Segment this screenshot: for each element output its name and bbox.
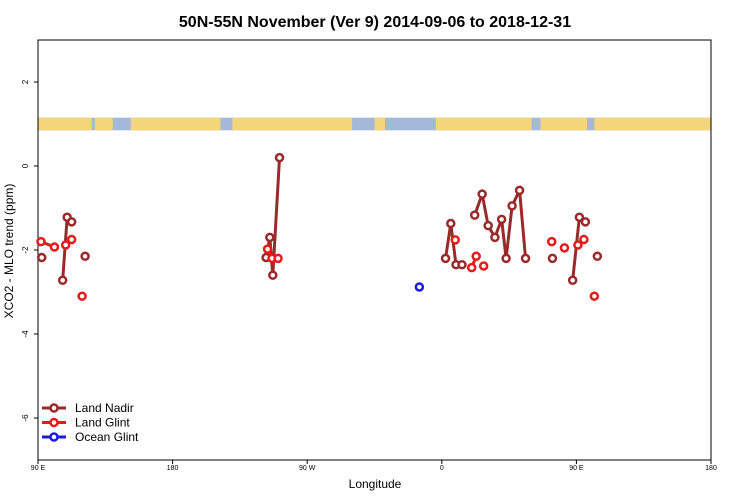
data-point <box>471 251 481 262</box>
data-point <box>450 235 461 245</box>
data-point <box>274 152 285 163</box>
data-point <box>57 275 68 285</box>
data-point <box>559 243 570 253</box>
data-point <box>80 251 90 262</box>
data-point <box>262 244 273 254</box>
x-axis-label: Longitude <box>349 477 402 491</box>
legend-marker <box>49 403 59 413</box>
series-line <box>473 184 528 259</box>
land-segment <box>94 117 113 131</box>
data-point <box>466 262 477 273</box>
plot-area <box>37 39 712 461</box>
data-point <box>546 236 557 247</box>
data-point <box>446 218 456 229</box>
series-land-nadir <box>36 152 603 285</box>
legend-marker <box>49 417 59 428</box>
land-segment <box>232 117 353 131</box>
series-land-glint <box>36 234 600 301</box>
data-point <box>514 185 525 196</box>
land-segment <box>435 117 532 131</box>
data-point <box>457 259 467 270</box>
land-segment <box>38 117 92 131</box>
series-layer <box>36 152 603 301</box>
data-point <box>579 234 589 245</box>
data-point <box>547 253 558 264</box>
data-point <box>36 236 46 247</box>
data-point <box>36 252 47 263</box>
y-axis: 2 0 -2 -4 -6 <box>21 79 38 422</box>
land-segment <box>540 117 587 131</box>
data-point <box>66 234 77 245</box>
data-point <box>49 242 60 252</box>
y-tick-label: 2 <box>21 79 30 84</box>
data-point <box>592 251 603 262</box>
data-point <box>483 220 493 231</box>
data-point <box>520 253 531 264</box>
x-tick-label: 180 <box>167 465 179 472</box>
data-point <box>589 291 600 301</box>
data-point <box>478 261 489 271</box>
y-tick-label: 0 <box>21 163 30 168</box>
legend-label: Ocean Glint <box>75 430 139 444</box>
land-segment <box>594 117 711 131</box>
data-point <box>574 212 585 222</box>
x-axis: 90 E 180 90 W 0 90 E 180 <box>31 460 717 472</box>
data-point <box>268 270 278 280</box>
land-segment <box>130 117 221 131</box>
data-point <box>580 217 591 227</box>
y-tick-label: -4 <box>21 330 30 338</box>
data-point <box>265 232 275 243</box>
y-tick-label: -2 <box>21 246 30 254</box>
data-point <box>273 253 283 264</box>
legend-marker <box>49 432 59 442</box>
data-point <box>66 217 77 227</box>
data-point <box>77 291 87 301</box>
data-point <box>490 232 500 243</box>
x-tick-label: 90 E <box>31 465 46 472</box>
data-point <box>477 189 487 199</box>
x-tick-label: 90 E <box>569 465 584 472</box>
data-point <box>414 282 425 292</box>
data-point <box>60 240 71 250</box>
x-tick-label: 90 W <box>299 465 316 472</box>
x-tick-label: 0 <box>440 465 444 472</box>
data-point <box>567 275 578 285</box>
legend-label: Land Glint <box>75 416 130 430</box>
x-tick-label: 180 <box>705 465 717 472</box>
data-point <box>496 214 507 225</box>
data-point <box>573 240 583 250</box>
legend-label: Land Nadir <box>75 401 134 415</box>
land-ocean-band <box>38 117 711 131</box>
series-ocean-glint <box>414 282 425 292</box>
data-point <box>501 253 511 264</box>
data-point <box>440 253 451 264</box>
y-axis-label: XCO2 - MLO trend (ppm) <box>2 184 16 319</box>
data-point <box>469 210 480 220</box>
y-tick-label: -6 <box>21 414 30 422</box>
data-point <box>507 201 517 211</box>
land-segment <box>374 117 385 131</box>
chart-title: 50N-55N November (Ver 9) 2014-09-06 to 2… <box>179 14 571 31</box>
